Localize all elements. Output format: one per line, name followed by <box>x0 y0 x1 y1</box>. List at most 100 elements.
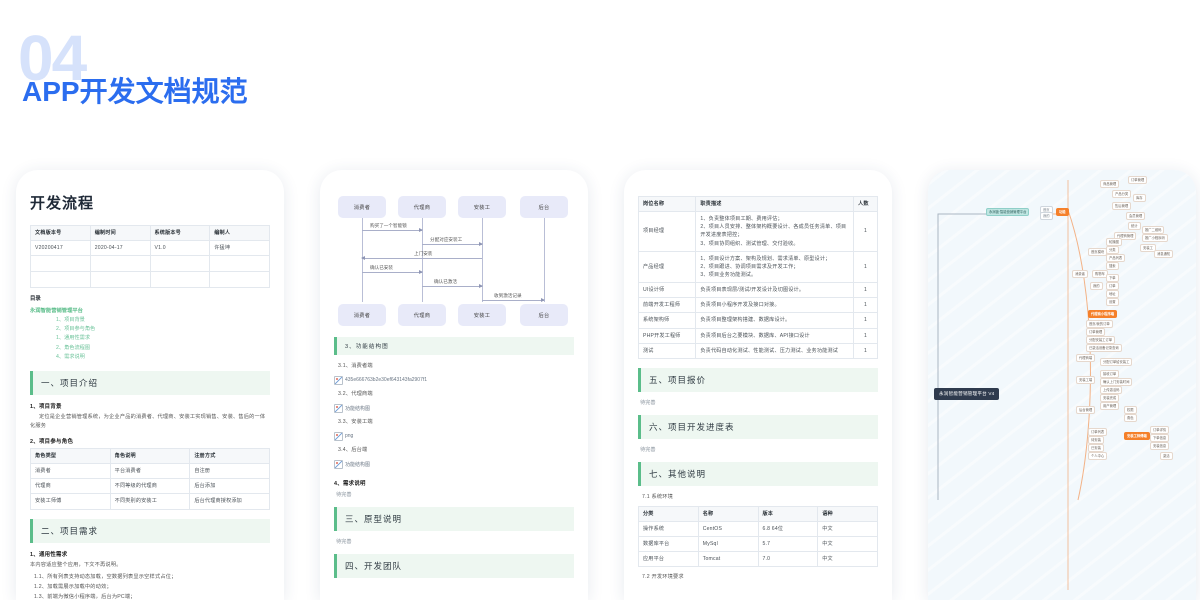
actor-top-consumer: 消费者 <box>338 196 386 218</box>
toc-item[interactable]: 1、通用性需求 <box>56 335 91 342</box>
mindmap-node[interactable]: 产品列表 <box>1106 254 1126 263</box>
mindmap-node[interactable]: 已安装 <box>1088 444 1104 453</box>
document-panel-3[interactable]: 岗位名称 职责描述 人数 项目经理 1、负责整体项目工期、费用评估； 2、项目人员… <box>624 170 892 600</box>
cell-edit-time: 2020-04-17 <box>89 240 151 257</box>
mindmap-node[interactable]: 轮播图 <box>1106 238 1122 247</box>
mindmap-node[interactable]: 接收订单 <box>1100 370 1120 379</box>
mindmap-node[interactable]: 安装信息 <box>1150 442 1170 451</box>
mindmap-node[interactable]: 激活 <box>1160 452 1173 461</box>
message-arrow <box>362 228 423 232</box>
mindmap-node[interactable]: 订单详情 <box>1150 426 1170 435</box>
table-row: 项目经理 1、负责整体项目工期、费用评估； 2、项目人员安排、整体架构概要设计、各… <box>637 211 878 252</box>
cell-register: 后台添加 <box>189 478 270 495</box>
mindmap-node[interactable]: 首页/我的订单 <box>1086 320 1113 329</box>
mindmap-node[interactable]: 上传激活码 <box>1100 386 1123 395</box>
mindmap-node[interactable]: 消息通知 <box>1154 250 1174 259</box>
image-placeholder-icon <box>334 403 343 413</box>
mindmap-node[interactable]: 设置 <box>1106 298 1119 307</box>
toc-item[interactable]: 2、角色流程图 <box>56 344 91 351</box>
mindmap-node[interactable]: 订单管理 <box>1128 176 1148 185</box>
message-arrow <box>361 256 482 260</box>
subheading-dev-env: 7.2 开发环境要求 <box>642 574 684 581</box>
image-placeholder-icon <box>334 375 343 385</box>
mindmap-node[interactable]: 下单信息 <box>1150 434 1170 443</box>
mindmap-node[interactable]: 功能 <box>1056 208 1069 217</box>
mindmap-panel-4[interactable]: 永润智能营销管理平台 V4 永润锁·智能营销管理平台 首页 我的 功能 商品管理 订单管理… <box>928 170 1196 600</box>
mindmap-node[interactable]: 首页模块 <box>1088 248 1108 257</box>
table-row: 数据库平台 MySql 5.7 中文 <box>638 535 878 553</box>
lifeline-consumer <box>362 218 363 302</box>
section-heading-other: 七、其他说明 <box>638 461 878 486</box>
broken-image-icon[interactable]: 功能结构图 <box>334 403 370 413</box>
mindmap-node[interactable]: 库存 <box>1133 194 1146 203</box>
mindmap-node[interactable]: 会员管理 <box>1126 212 1146 221</box>
table-header-row: 角色类型 角色说明 注册方式 <box>30 447 270 465</box>
mindmap-node[interactable]: 安装工端 <box>1076 376 1096 385</box>
toc-item[interactable]: 1、项目背景 <box>56 317 85 324</box>
mindmap-node[interactable]: 分配安装工订单 <box>1086 336 1116 345</box>
mindmap-node[interactable]: 分配订单给安装工 <box>1100 358 1133 367</box>
cell-count: 1 <box>853 312 878 329</box>
mindmap-node[interactable]: 分类 <box>1106 246 1119 255</box>
mindmap-node[interactable]: 安装工师傅端 <box>1124 432 1150 441</box>
message-label: 分配对应安装工 <box>430 237 463 242</box>
mindmap-node[interactable]: 权限 <box>1124 406 1137 415</box>
table-row: PHP开发工程师 负责项目后台之要模块、数据库、API接口设计 1 <box>637 327 878 344</box>
mindmap-node[interactable]: 订单 <box>1106 282 1119 291</box>
mindmap-node[interactable]: 确认上门安装时间 <box>1100 378 1133 387</box>
mindmap-node[interactable]: 代理商端 <box>1076 354 1096 363</box>
mindmap-canvas[interactable]: 永润智能营销管理平台 V4 永润锁·智能营销管理平台 首页 我的 功能 商品管理 订单管理… <box>928 170 1196 600</box>
col-role-type: 角色类型 <box>30 447 111 465</box>
mindmap-node[interactable]: 永润锁·智能营销管理平台 <box>986 208 1030 217</box>
mindmap-node[interactable]: 待安装 <box>1088 436 1104 445</box>
cell-language: 中文 <box>817 535 878 553</box>
mindmap-node[interactable]: 推广小程序码 <box>1142 234 1168 243</box>
mindmap-node[interactable]: 下单 <box>1106 274 1119 283</box>
meta-table: 文档版本号 编制时间 系统版本号 编制人 V20200417 2020-04-1… <box>30 224 270 289</box>
mindmap-node[interactable]: 安装工 <box>1140 244 1156 253</box>
cell-position: 项目经理 <box>637 211 697 252</box>
cell-position: PHP开发工程师 <box>637 327 697 344</box>
mindmap-node[interactable]: 地址 <box>1106 290 1119 299</box>
mindmap-node[interactable]: 统计 <box>1128 222 1141 231</box>
mindmap-node[interactable]: 后台管理 <box>1076 406 1096 415</box>
mindmap-node[interactable]: 我的 <box>1090 282 1103 291</box>
mindmap-node[interactable]: 安装完成 <box>1100 394 1120 403</box>
mindmap-node[interactable]: 代理商小程序端 <box>1088 310 1118 319</box>
document-panel-1[interactable]: 开发流程 文档版本号 编制时间 系统版本号 编制人 V20200417 2020… <box>16 170 284 600</box>
mindmap-node[interactable]: 个人中心 <box>1088 452 1108 461</box>
entry-label: 3.3、安装工端 <box>338 418 373 425</box>
mindmap-node[interactable]: 已激活设备记录查询 <box>1086 344 1122 353</box>
mindmap-node[interactable]: 角色 <box>1124 414 1137 423</box>
cell-count: 1 <box>853 327 878 344</box>
note-pending: 待完善 <box>640 446 656 453</box>
page-title: APP开发文档规范 <box>22 76 248 107</box>
mindmap-node[interactable]: 代理商管理 <box>1114 232 1137 241</box>
broken-image-icon[interactable]: png <box>334 431 353 441</box>
mindmap-node[interactable]: 订单管理 <box>1086 328 1106 337</box>
col-edit-time: 编制时间 <box>89 224 151 242</box>
mindmap-node[interactable]: 推广二维码 <box>1142 226 1165 235</box>
mindmap-node[interactable]: 订单列表 <box>1088 428 1108 437</box>
lifeline-agent <box>422 218 423 302</box>
actor-top-installer: 安装工 <box>458 196 506 218</box>
mindmap-node[interactable]: 售后管理 <box>1112 202 1132 211</box>
mindmap-node[interactable]: 商品管理 <box>1100 180 1120 189</box>
mindmap-node[interactable]: 产品分类 <box>1112 190 1132 199</box>
cell-role-type: 代理商 <box>30 478 111 495</box>
toc-item[interactable]: 4、需求说明 <box>56 353 85 360</box>
broken-image-icon[interactable]: 435e666763b2e30ef643143fa2907f1 <box>334 375 427 385</box>
broken-image-icon[interactable]: 功能结构图 <box>334 459 370 469</box>
actor-top-backend: 后台 <box>520 196 568 218</box>
actor-bottom-agent: 代理商 <box>398 304 446 326</box>
cell-count: 1 <box>853 297 878 314</box>
section-number: 04 <box>18 22 87 94</box>
mindmap-node[interactable]: 我的 <box>1040 212 1053 221</box>
toc-root[interactable]: 永润智能营销管理平台 <box>30 308 83 315</box>
mindmap-node[interactable]: 搜索 <box>1106 262 1119 271</box>
document-panel-2[interactable]: 消费者 代理商 安装工 后台 购买了一个智能锁 分配对应安装工 上门安装 确认已… <box>320 170 588 600</box>
toc-item[interactable]: 2、项目参与角色 <box>56 326 96 333</box>
cell-responsibility: 负责代码自动化测试、性能测试、压力测试、业务功能测试 <box>695 342 855 359</box>
mindmap-node[interactable]: 用户管理 <box>1100 402 1120 411</box>
mindmap-node[interactable]: 消费者 <box>1072 270 1088 279</box>
